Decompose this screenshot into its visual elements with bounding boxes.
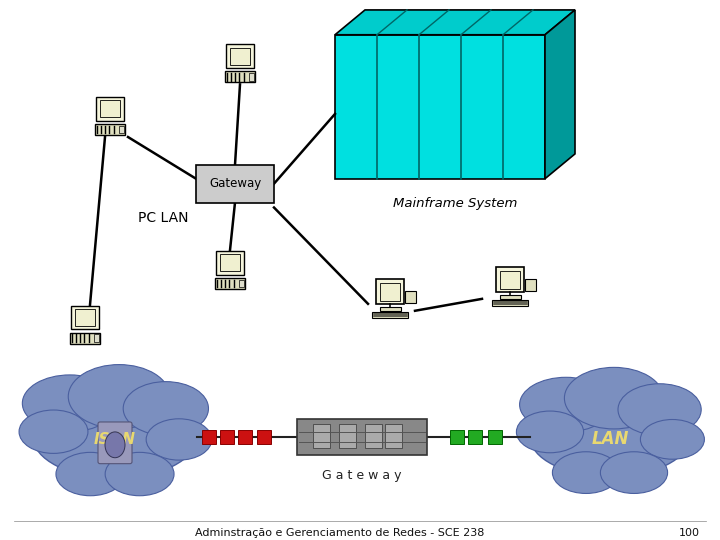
FancyBboxPatch shape [225,44,254,68]
Ellipse shape [22,375,117,431]
FancyBboxPatch shape [119,126,124,133]
FancyBboxPatch shape [238,430,252,444]
FancyBboxPatch shape [492,300,528,306]
FancyBboxPatch shape [196,165,274,202]
FancyBboxPatch shape [248,73,254,81]
Text: LAN: LAN [591,430,629,448]
FancyBboxPatch shape [372,312,408,318]
Ellipse shape [600,452,667,494]
FancyBboxPatch shape [500,271,520,289]
FancyBboxPatch shape [450,430,464,444]
FancyBboxPatch shape [98,422,132,464]
Text: G a t e w a y: G a t e w a y [323,469,402,482]
Text: PC LAN: PC LAN [138,212,189,225]
Ellipse shape [105,432,125,458]
FancyBboxPatch shape [297,419,427,455]
Polygon shape [335,10,575,35]
Ellipse shape [105,453,174,496]
FancyBboxPatch shape [96,97,125,121]
Ellipse shape [618,384,701,435]
FancyBboxPatch shape [335,35,545,179]
Ellipse shape [530,397,690,477]
FancyBboxPatch shape [405,291,415,302]
Text: 100: 100 [679,528,700,538]
FancyBboxPatch shape [220,254,240,271]
FancyBboxPatch shape [380,282,400,301]
Ellipse shape [520,377,613,432]
FancyBboxPatch shape [500,295,521,299]
Ellipse shape [146,419,212,460]
FancyBboxPatch shape [338,424,356,448]
FancyBboxPatch shape [94,334,99,342]
FancyBboxPatch shape [379,307,400,311]
FancyBboxPatch shape [525,279,536,291]
FancyBboxPatch shape [202,430,216,444]
FancyBboxPatch shape [70,333,100,343]
FancyBboxPatch shape [215,251,245,275]
Ellipse shape [640,420,704,459]
Ellipse shape [123,382,209,435]
FancyBboxPatch shape [75,309,96,326]
Text: Gateway: Gateway [209,177,261,190]
Ellipse shape [552,452,620,494]
FancyBboxPatch shape [496,267,524,292]
FancyBboxPatch shape [215,278,246,289]
Polygon shape [545,10,575,179]
FancyBboxPatch shape [99,100,120,117]
FancyBboxPatch shape [95,124,125,135]
FancyBboxPatch shape [376,279,404,305]
Ellipse shape [516,411,584,453]
FancyBboxPatch shape [225,71,256,83]
Ellipse shape [56,453,125,496]
Ellipse shape [564,367,664,429]
FancyBboxPatch shape [230,48,251,65]
FancyBboxPatch shape [220,430,234,444]
Text: Adminstração e Gerenciamento de Redes - SCE 238: Adminstração e Gerenciamento de Redes - … [195,528,485,538]
Ellipse shape [19,410,88,454]
Text: ISDN: ISDN [94,432,136,447]
FancyBboxPatch shape [312,424,330,448]
FancyBboxPatch shape [257,430,271,444]
FancyBboxPatch shape [364,424,382,448]
FancyBboxPatch shape [468,430,482,444]
FancyBboxPatch shape [238,280,244,287]
Text: Mainframe System: Mainframe System [393,197,517,210]
FancyBboxPatch shape [488,430,502,444]
FancyBboxPatch shape [71,306,99,329]
Ellipse shape [33,396,197,478]
Ellipse shape [68,364,170,429]
FancyBboxPatch shape [385,424,402,448]
